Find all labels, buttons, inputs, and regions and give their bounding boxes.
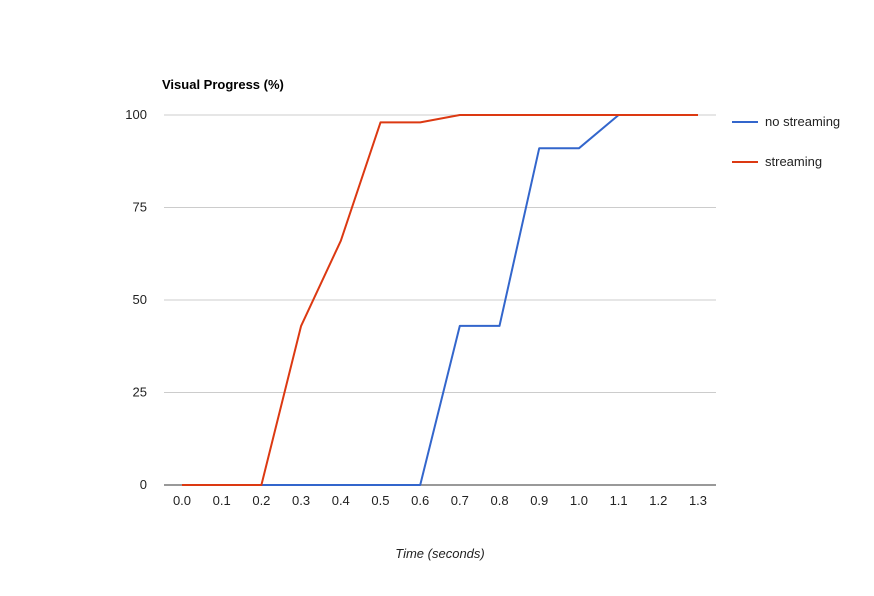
x-tick-label: 0.3 xyxy=(292,493,310,508)
y-tick-label: 75 xyxy=(133,200,147,215)
x-tick-label: 1.0 xyxy=(570,493,588,508)
legend: no streaming streaming xyxy=(732,114,840,169)
x-axis-label: Time (seconds) xyxy=(395,546,484,561)
x-tick-label: 0.6 xyxy=(411,493,429,508)
x-tick-label: 0.7 xyxy=(451,493,469,508)
y-axis-ticks: 0 25 50 75 100 xyxy=(125,107,147,492)
grid-lines xyxy=(164,114,716,393)
x-tick-label: 0.0 xyxy=(173,493,191,508)
series-line-no-streaming xyxy=(182,114,698,486)
y-tick-label: 100 xyxy=(125,107,147,122)
series-lines xyxy=(182,114,698,486)
y-tick-label: 50 xyxy=(133,292,147,307)
chart-title: Visual Progress (%) xyxy=(162,77,284,92)
x-tick-label: 0.5 xyxy=(371,493,389,508)
x-tick-label: 0.9 xyxy=(530,493,548,508)
series-line-streaming xyxy=(182,114,698,486)
x-tick-label: 1.2 xyxy=(649,493,667,508)
legend-label: streaming xyxy=(765,154,822,169)
y-tick-label: 0 xyxy=(140,477,147,492)
legend-label: no streaming xyxy=(765,114,840,129)
y-tick-label: 25 xyxy=(133,385,147,400)
x-tick-label: 0.8 xyxy=(490,493,508,508)
x-tick-label: 1.3 xyxy=(689,493,707,508)
x-tick-label: 0.1 xyxy=(213,493,231,508)
x-axis-ticks: 0.0 0.1 0.2 0.3 0.4 0.5 0.6 0.7 0.8 0.9 1.0 1.1 1.2 1… xyxy=(173,493,707,508)
x-tick-label: 0.4 xyxy=(332,493,350,508)
x-tick-label: 1.1 xyxy=(610,493,628,508)
x-tick-label: 0.2 xyxy=(252,493,270,508)
